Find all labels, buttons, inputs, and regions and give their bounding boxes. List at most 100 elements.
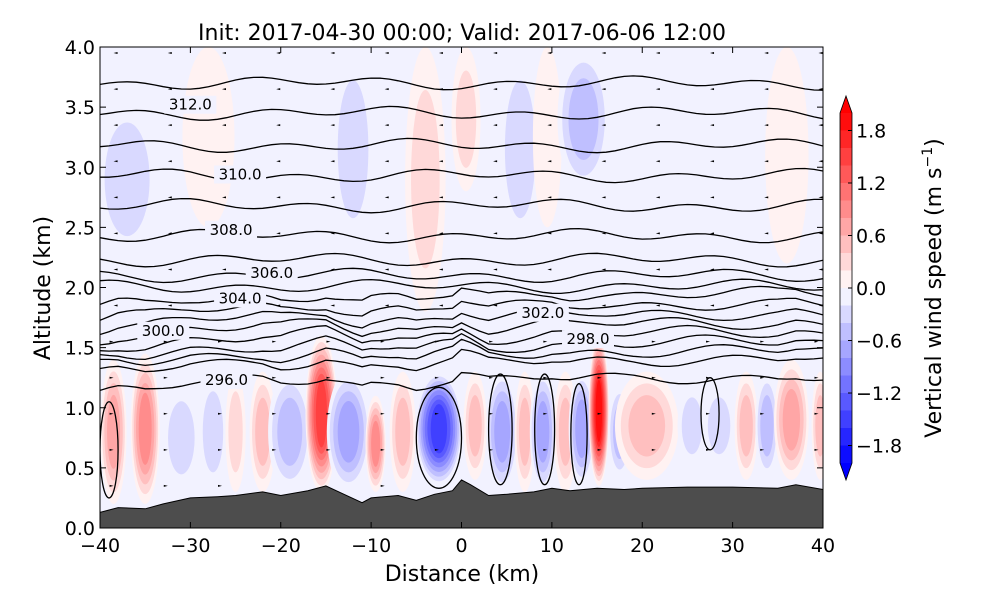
wind-vectors	[109, 52, 823, 487]
wind-vector	[601, 268, 606, 271]
theta-contour-line	[100, 338, 823, 367]
wind-vector	[113, 124, 118, 127]
closed-contour	[100, 401, 119, 499]
wind-vector	[222, 124, 227, 127]
colorbar-title-main: Vertical wind speed (m s	[922, 167, 947, 437]
wind-vector	[222, 52, 227, 55]
y-tick-label: 1.0	[65, 398, 95, 420]
colorbar-band	[840, 323, 852, 341]
contour-label-gap	[562, 330, 615, 349]
wind-vector	[818, 268, 823, 271]
colorbar-band	[840, 410, 852, 429]
colorbar-title-close: )	[922, 138, 947, 147]
wind-feature	[514, 371, 535, 492]
wind-band	[277, 397, 303, 466]
wind-feature	[100, 95, 159, 264]
wind-vector	[597, 412, 602, 415]
wind-vector	[489, 340, 494, 343]
wind-vector	[222, 268, 227, 271]
wind-vector	[218, 412, 223, 415]
wind-band	[104, 122, 150, 237]
colorbar-band	[840, 305, 852, 324]
wind-vector	[601, 160, 606, 163]
wind-band	[575, 399, 589, 459]
wind-vector	[710, 124, 715, 127]
wind-vector	[760, 376, 765, 379]
colorbar-extend-min	[840, 463, 852, 480]
wind-vector	[380, 484, 385, 487]
theta-contour-line	[100, 316, 823, 346]
wind-vector	[276, 124, 281, 127]
theta-contour-line	[100, 197, 823, 214]
wind-vector	[493, 232, 498, 235]
wind-feature	[529, 371, 556, 492]
colorbar-band	[840, 428, 852, 446]
y-tick-label: 2.5	[65, 217, 95, 239]
x-tick-label: −10	[351, 535, 391, 557]
wind-vector	[493, 268, 498, 271]
wind-vector	[326, 340, 331, 343]
chart-title: Init: 2017-04-30 00:00; Valid: 2017-06-0…	[198, 21, 726, 46]
wind-vector	[764, 268, 769, 271]
contour-label: 308.0	[210, 221, 253, 239]
wind-vector	[384, 124, 389, 127]
terrain	[100, 479, 823, 528]
contour-label-gap	[200, 371, 253, 390]
wind-vector	[706, 376, 711, 379]
wind-vector	[276, 160, 281, 163]
closed-contour	[487, 373, 513, 486]
wind-feature	[532, 47, 562, 228]
wind-vector	[547, 88, 552, 91]
wind-vector	[818, 124, 823, 127]
y-axis: 0.0 0.5 1.0 1.5 2.0 2.5 3.0 3.5 4.0	[65, 37, 823, 540]
wind-band	[494, 400, 511, 463]
wind-vector	[597, 448, 602, 451]
y-tick-label: 0.0	[65, 518, 95, 540]
wind-vector	[543, 376, 548, 379]
wind-vector	[330, 196, 335, 199]
colorbar-band	[840, 148, 852, 166]
wind-band	[182, 47, 235, 228]
wind-vector	[434, 448, 439, 451]
wind-vector	[330, 268, 335, 271]
wind-vector	[326, 376, 331, 379]
wind-vector	[597, 376, 602, 379]
theta-contour-line	[100, 278, 823, 295]
wind-vector	[651, 340, 656, 343]
wind-vector	[814, 376, 819, 379]
wind-vector	[167, 88, 172, 91]
wind-vector	[814, 412, 819, 415]
wind-vector	[601, 304, 606, 307]
wind-vector	[601, 232, 606, 235]
colorbar-tick-label: −1.8	[856, 436, 902, 458]
theta-contour-line	[100, 252, 823, 268]
wind-vector	[434, 340, 439, 343]
wind-band	[518, 397, 531, 466]
wind-feature	[677, 383, 707, 468]
colorbar: 1.8 1.2 0.6 0.0 −0.6 −1.2 −1.8	[839, 94, 902, 482]
colorbar-band	[840, 288, 852, 306]
wind-vector	[543, 340, 548, 343]
wind-vector	[163, 340, 168, 343]
y-tick-label: 3.5	[65, 97, 95, 119]
wind-feature	[225, 371, 246, 492]
wind-band	[739, 395, 753, 457]
wind-vector	[655, 52, 660, 55]
contour-label-gap	[245, 264, 298, 283]
wind-feature	[249, 371, 276, 492]
wind-vector	[218, 484, 223, 487]
wind-vector	[438, 124, 443, 127]
wind-vector	[218, 340, 223, 343]
wind-band	[782, 388, 801, 451]
wind-vector	[272, 412, 277, 415]
colorbar-title-sup: −1	[920, 147, 936, 168]
theta-contour-line	[100, 348, 823, 373]
wind-vector	[438, 88, 443, 91]
wind-feature	[765, 47, 809, 264]
wind-vector	[655, 268, 660, 271]
colorbar-band	[840, 165, 852, 184]
contour-label: 304.0	[219, 289, 262, 307]
wind-band	[765, 47, 809, 264]
wind-vector	[651, 448, 656, 451]
